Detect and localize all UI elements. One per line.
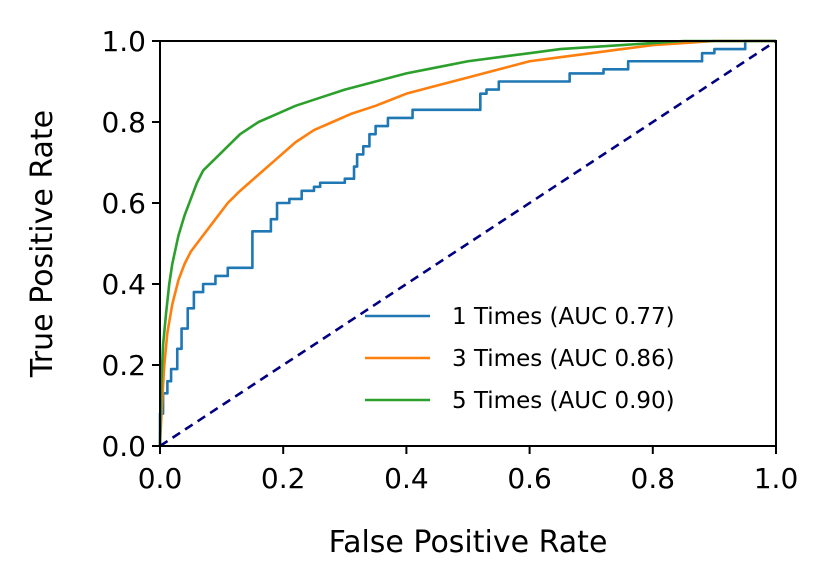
y-tick-label: 0.6 (101, 187, 146, 220)
x-axis-ticks: 0.0 0.2 0.4 0.6 0.8 1.0 (138, 446, 799, 495)
y-axis-ticks: 0.0 0.2 0.4 0.6 0.8 1.0 (101, 25, 160, 463)
plot-series (158, 39, 777, 448)
x-axis-label: False Positive Rate (329, 525, 608, 560)
x-tick-label: 0.2 (261, 462, 306, 495)
legend: 1 Times (AUC 0.77) 3 Times (AUC 0.86) 5 Ti… (365, 304, 675, 414)
x-tick-label: 0.8 (631, 462, 676, 495)
y-tick-label: 1.0 (101, 25, 146, 58)
x-tick-label: 0.6 (507, 462, 552, 495)
legend-label-1: 1 Times (AUC 0.77) (452, 304, 675, 330)
series-line-3 (158, 39, 776, 447)
y-axis-label: True Positive Rate (25, 110, 60, 378)
legend-label-3: 5 Times (AUC 0.90) (452, 388, 675, 414)
legend-label-2: 3 Times (AUC 0.86) (452, 346, 675, 372)
series-line-1 (158, 39, 776, 446)
x-tick-label: 0.4 (384, 462, 429, 495)
series-line-2 (158, 39, 776, 447)
y-tick-label: 0.2 (101, 349, 146, 382)
y-tick-label: 0.0 (101, 430, 146, 463)
x-tick-label: 0.0 (138, 462, 183, 495)
y-tick-label: 0.4 (101, 268, 146, 301)
y-tick-label: 0.8 (101, 106, 146, 139)
plot-frame (159, 40, 777, 447)
x-tick-label: 1.0 (754, 462, 799, 495)
chance-diagonal-line (159, 39, 777, 448)
